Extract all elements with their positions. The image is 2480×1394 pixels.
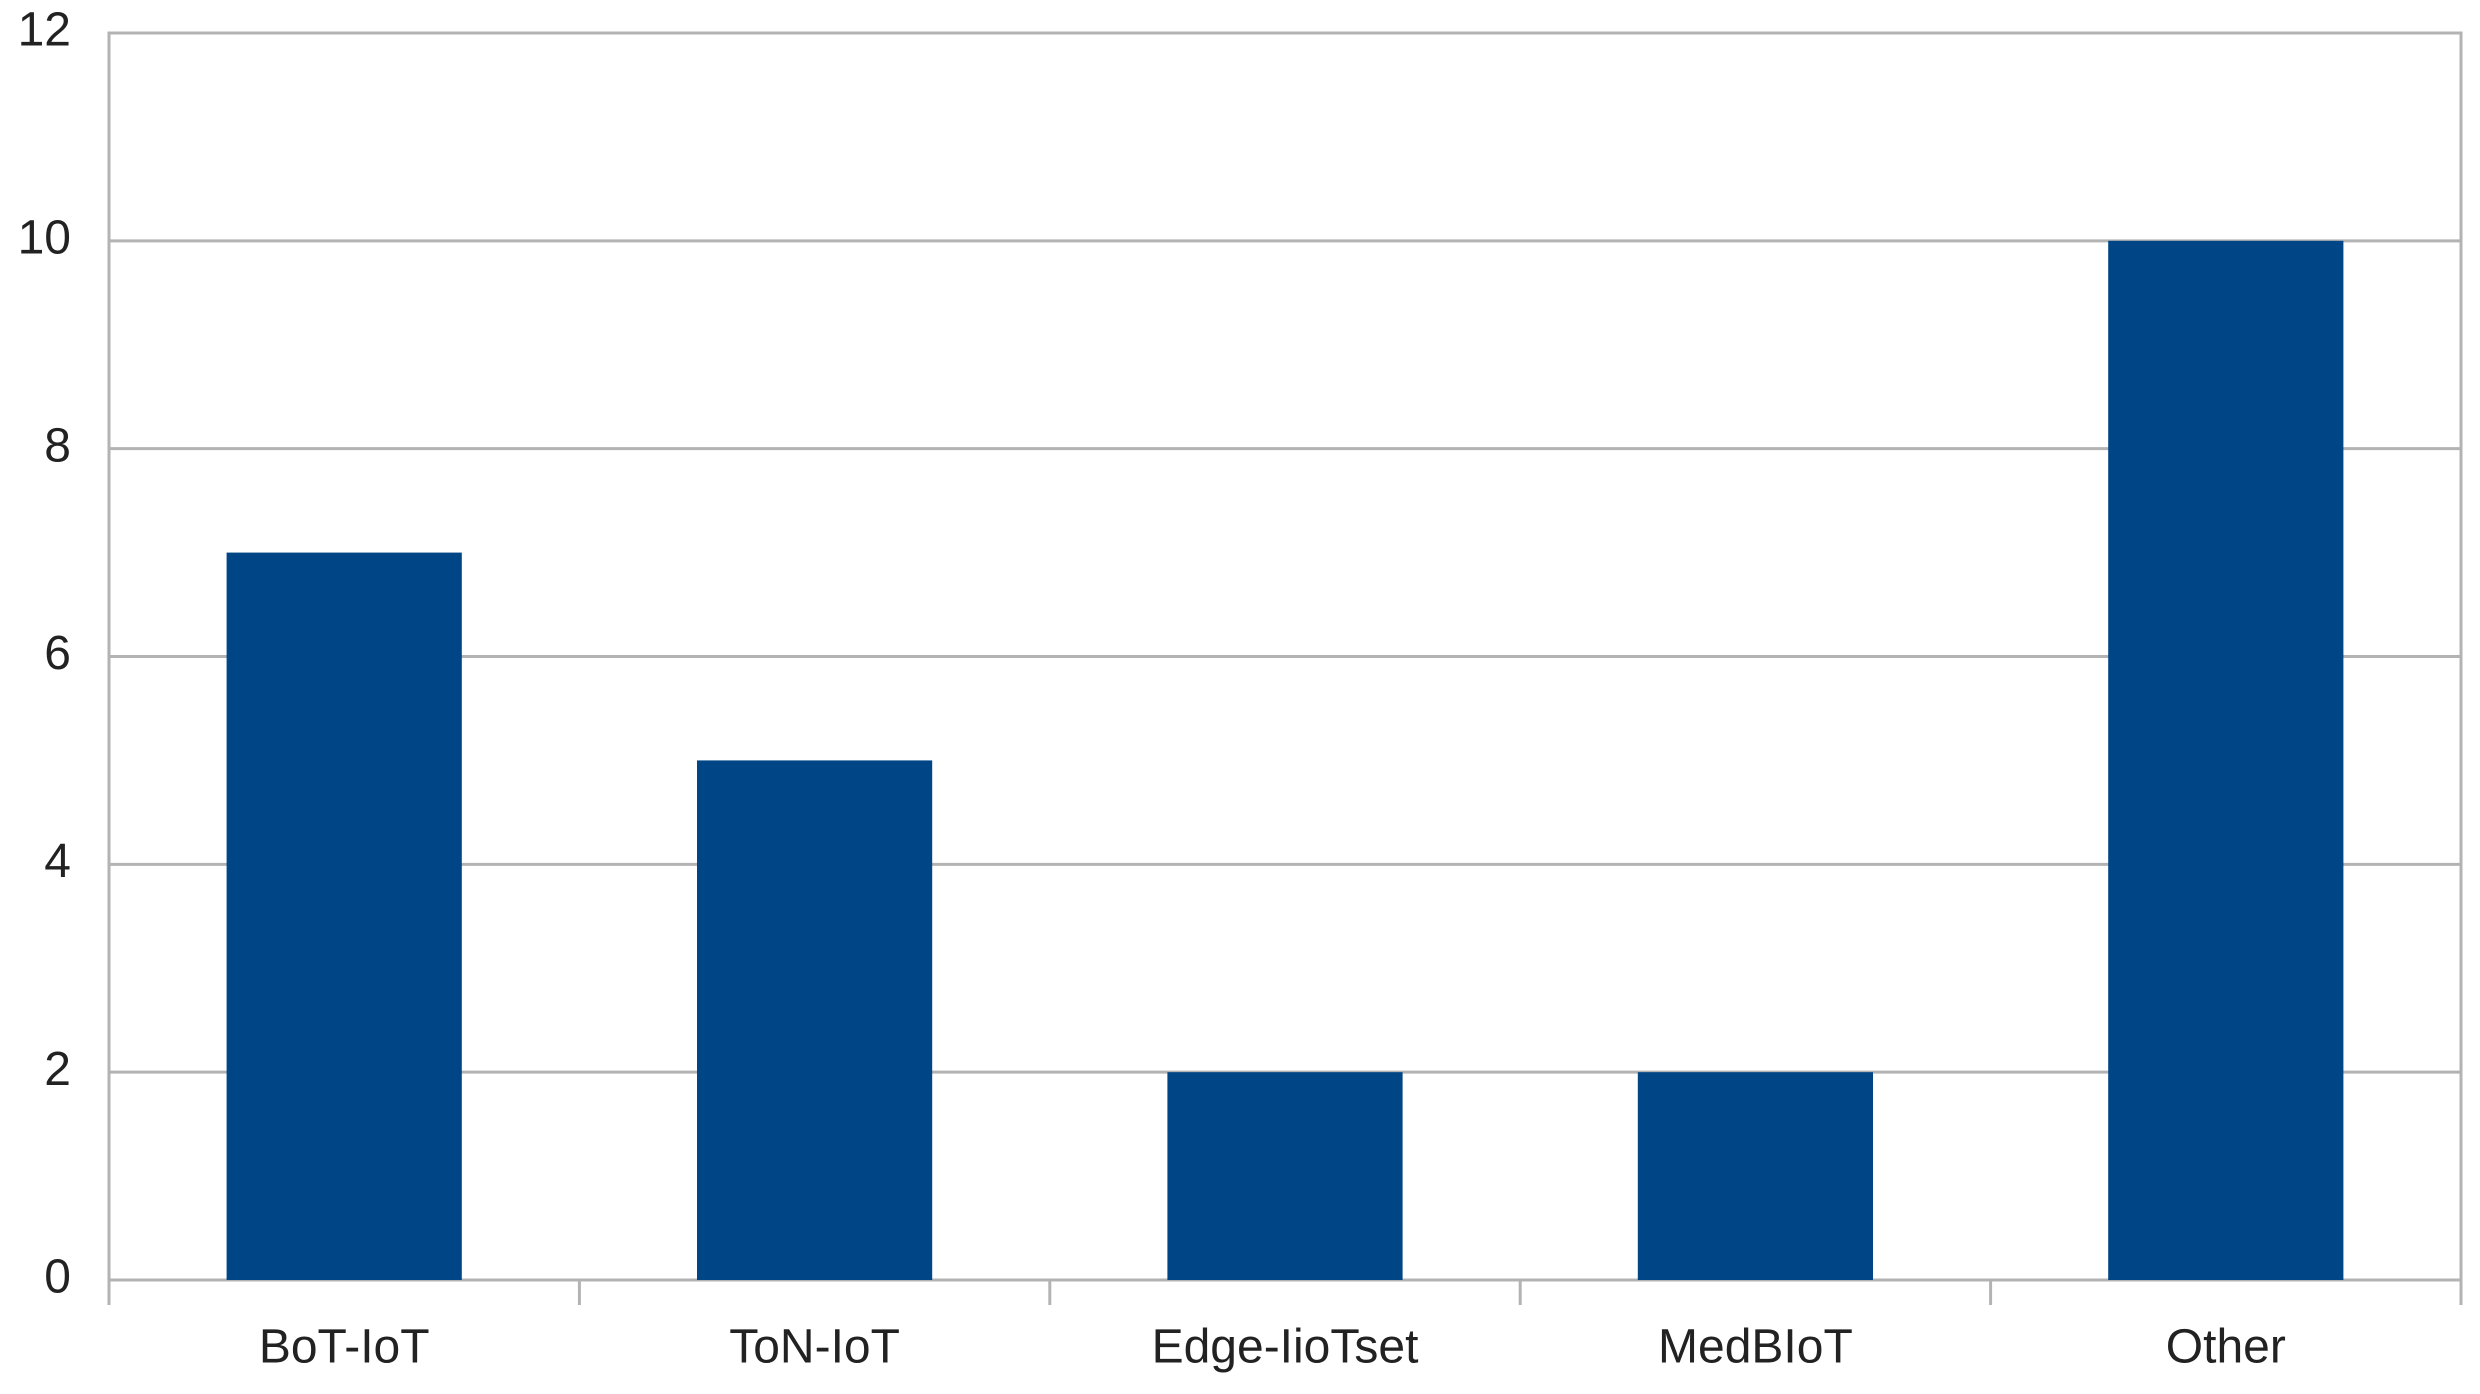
bar xyxy=(2108,240,2344,1280)
x-tick-label: BoT-IoT xyxy=(259,1321,430,1374)
x-tick-label: Other xyxy=(2166,1321,2286,1374)
y-tick-label: 12 xyxy=(18,4,71,57)
y-tick-label: 4 xyxy=(44,835,71,888)
bar xyxy=(1167,1072,1403,1280)
x-tick-label: MedBIoT xyxy=(1658,1321,1853,1374)
bar xyxy=(697,760,933,1280)
x-tick-label: Edge-IioTset xyxy=(1152,1321,1419,1374)
y-tick-label: 6 xyxy=(44,627,71,680)
bar xyxy=(1637,1072,1873,1280)
y-tick-label: 8 xyxy=(44,419,71,472)
y-tick-label: 0 xyxy=(44,1251,71,1304)
y-tick-label: 10 xyxy=(18,212,71,265)
y-tick-label: 2 xyxy=(44,1043,71,1096)
bar xyxy=(226,552,462,1280)
x-tick-label: ToN-IoT xyxy=(729,1321,900,1374)
